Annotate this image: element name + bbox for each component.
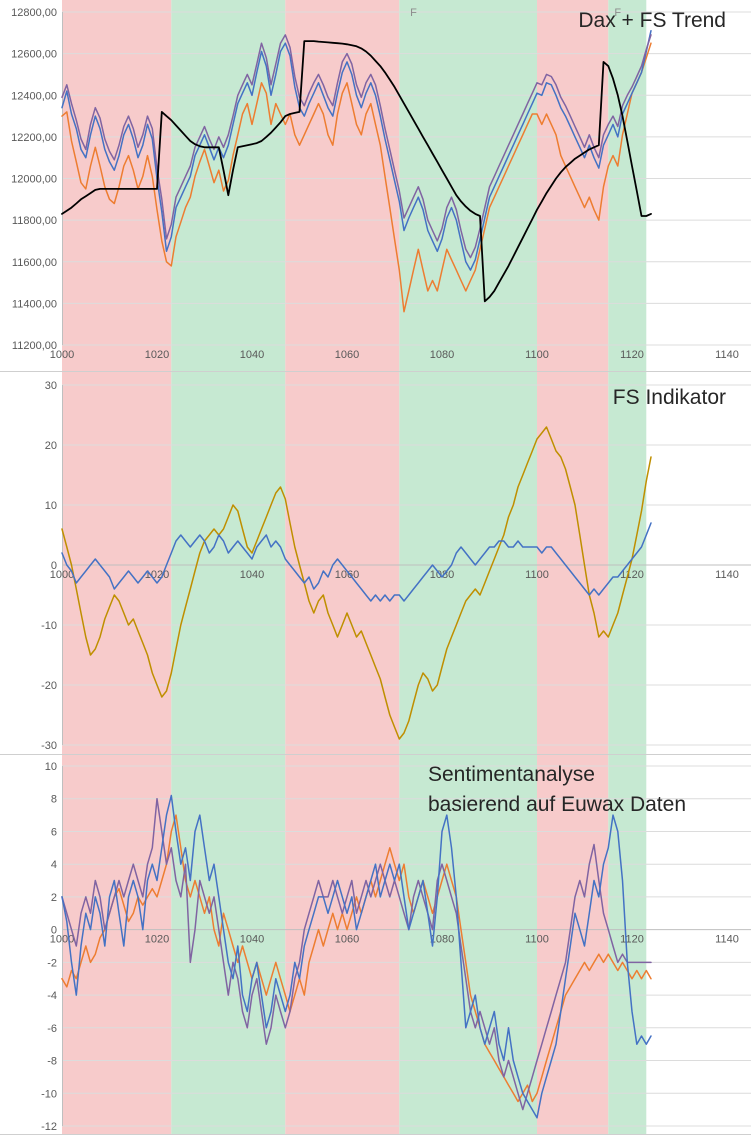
svg-text:-4: -4 — [47, 990, 57, 1002]
svg-text:1060: 1060 — [335, 349, 359, 361]
svg-text:1140: 1140 — [715, 934, 739, 946]
svg-text:4: 4 — [51, 859, 57, 871]
panel-dax-fs-trend: 12800,00 12600,00 12400,00 12200,00 12000,00… — [0, 0, 751, 371]
svg-text:-10: -10 — [41, 620, 57, 632]
chart-title-fs-indikator: FS Indikator — [612, 386, 726, 409]
svg-text:30: 30 — [45, 380, 57, 392]
svg-text:12800,00: 12800,00 — [11, 7, 57, 19]
svg-text:11200,00: 11200,00 — [12, 340, 57, 352]
svg-text:1140: 1140 — [715, 349, 739, 361]
svg-text:1120: 1120 — [620, 934, 644, 946]
chart-title-dax-fs-trend: Dax + FS Trend — [578, 9, 726, 32]
svg-text:12000,00: 12000,00 — [11, 174, 57, 186]
svg-text:-2: -2 — [47, 957, 57, 969]
svg-text:1020: 1020 — [145, 934, 169, 946]
svg-text:11600,00: 11600,00 — [12, 257, 57, 269]
svg-text:1000: 1000 — [50, 934, 74, 946]
svg-text:11400,00: 11400,00 — [12, 298, 57, 310]
sentiment-title-line2: basierend auf Euwax Daten — [428, 793, 686, 816]
svg-text:F: F — [410, 7, 417, 19]
svg-text:-20: -20 — [41, 680, 57, 692]
svg-text:12400,00: 12400,00 — [11, 90, 57, 102]
svg-text:1020: 1020 — [145, 569, 169, 581]
svg-text:F: F — [614, 7, 621, 19]
svg-text:0: 0 — [51, 925, 57, 937]
sentimentanalyse-chart: 10 8 6 4 2 0 -2 -4 -6 -8 -10 -12 1000 1020 1040 1060 108… — [0, 754, 751, 1135]
svg-text:10: 10 — [45, 761, 57, 773]
svg-text:12200,00: 12200,00 — [11, 132, 57, 144]
sentiment-title-line1: Sentimentanalyse — [428, 763, 595, 786]
svg-text:-30: -30 — [41, 740, 57, 752]
svg-text:1020: 1020 — [145, 349, 169, 361]
dax-fs-trend-chart: 12800,00 12600,00 12400,00 12200,00 12000,00… — [11, 0, 751, 371]
svg-text:1080: 1080 — [430, 349, 454, 361]
svg-text:11800,00: 11800,00 — [12, 215, 57, 227]
svg-text:0: 0 — [51, 560, 57, 572]
svg-text:1120: 1120 — [620, 349, 644, 361]
svg-text:1040: 1040 — [240, 569, 264, 581]
svg-text:1100: 1100 — [525, 569, 549, 581]
svg-text:12600,00: 12600,00 — [11, 49, 57, 61]
svg-text:1000: 1000 — [50, 569, 74, 581]
chart-title-sentimentanalyse: Sentimentanalyse basierend auf Euwax Dat… — [428, 760, 686, 820]
svg-text:1000: 1000 — [50, 349, 74, 361]
svg-text:8: 8 — [51, 794, 57, 806]
svg-text:1080: 1080 — [430, 569, 454, 581]
svg-text:1100: 1100 — [525, 349, 549, 361]
svg-text:1140: 1140 — [715, 569, 739, 581]
panel-fs-indikator: 30 20 10 0 -10 -20 -30 1000 1020 1040 1060 1080 1100… — [0, 371, 751, 754]
svg-text:1080: 1080 — [430, 934, 454, 946]
svg-text:-10: -10 — [41, 1088, 57, 1100]
svg-text:6: 6 — [51, 827, 57, 839]
svg-text:1040: 1040 — [240, 934, 264, 946]
svg-text:1120: 1120 — [620, 569, 644, 581]
svg-text:1060: 1060 — [335, 934, 359, 946]
svg-text:1040: 1040 — [240, 349, 264, 361]
svg-text:-6: -6 — [47, 1023, 57, 1035]
panel-sentimentanalyse: 10 8 6 4 2 0 -2 -4 -6 -8 -10 -12 1000 1020 1040 1060 108… — [0, 754, 751, 1135]
svg-text:10: 10 — [45, 500, 57, 512]
svg-text:20: 20 — [45, 440, 57, 452]
svg-text:-8: -8 — [47, 1056, 57, 1068]
svg-text:1100: 1100 — [525, 934, 549, 946]
svg-text:-12: -12 — [41, 1121, 57, 1133]
svg-text:2: 2 — [51, 892, 57, 904]
